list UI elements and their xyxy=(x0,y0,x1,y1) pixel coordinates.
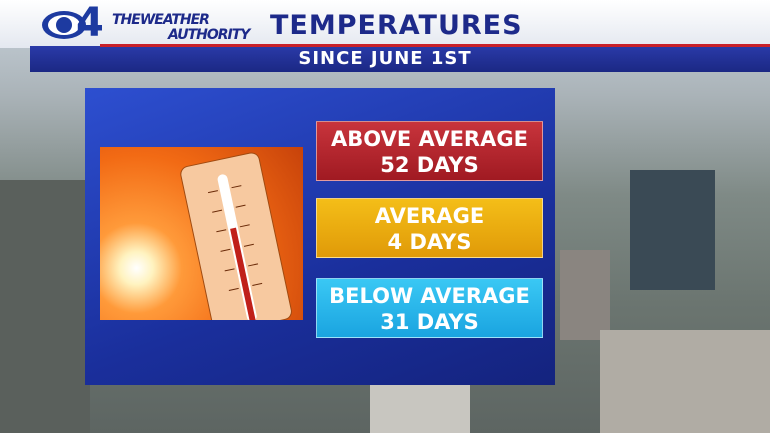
box-value: 52 DAYS xyxy=(380,153,479,177)
box-label: AVERAGE xyxy=(374,204,485,228)
box-value: 31 DAYS xyxy=(380,310,479,334)
building xyxy=(560,250,610,340)
average-box: AVERAGE 4 DAYS xyxy=(316,198,543,258)
subtitle: SINCE JUNE 1ST xyxy=(298,48,472,69)
thermometer xyxy=(180,152,292,320)
building xyxy=(630,170,715,290)
cbs-eye-logo xyxy=(42,11,86,39)
subtitle-band xyxy=(30,46,770,72)
logo-number: 4 xyxy=(76,0,104,46)
building xyxy=(370,385,470,433)
title: TEMPERATURES xyxy=(270,10,523,41)
box-value: 4 DAYS xyxy=(387,230,472,254)
box-label: ABOVE AVERAGE xyxy=(331,127,528,151)
thermometer-photo xyxy=(100,147,303,320)
building xyxy=(0,180,90,433)
above-average-box: ABOVE AVERAGE 52 DAYS xyxy=(316,121,543,181)
below-average-box: BELOW AVERAGE 31 DAYS xyxy=(316,278,543,338)
accent-line xyxy=(100,44,770,47)
building xyxy=(600,330,770,433)
brand-text: AUTHORITY xyxy=(168,27,250,43)
header-band xyxy=(0,0,770,48)
box-label: BELOW AVERAGE xyxy=(329,284,530,308)
brand-text: THEWEATHER xyxy=(112,12,210,28)
